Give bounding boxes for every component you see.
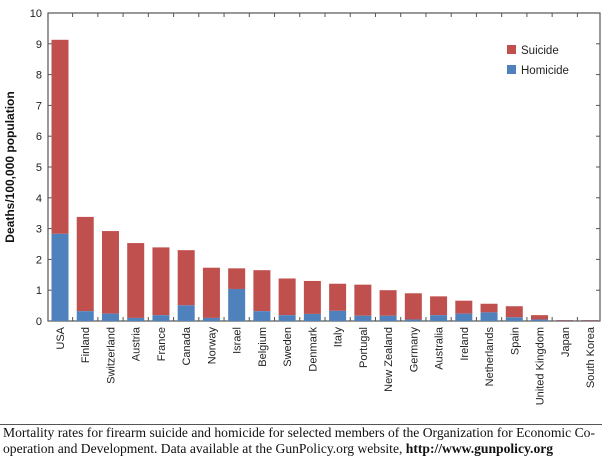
bar-homicide-norway [202,317,220,321]
bar-homicide-belgium [253,311,271,321]
bar-homicide-france [152,315,170,321]
x-tick-label: Finland [80,327,92,363]
bar-homicide-ireland [455,313,473,321]
y-tick-label: 1 [36,285,42,297]
bar-homicide-new-zealand [379,315,397,321]
bar-homicide-denmark [303,313,321,321]
bar-suicide-belgium [253,270,271,312]
y-tick-label: 10 [30,8,42,20]
x-tick-label: Netherlands [484,327,496,387]
x-tick-label: Italy [333,327,345,348]
x-tick-label: Belgium [257,327,269,367]
x-tick-label: Denmark [307,327,319,372]
x-tick-label: Germany [408,327,420,373]
y-tick-label: 4 [36,193,42,205]
x-tick-label: Portugal [358,327,370,368]
x-tick-label: France [156,327,168,361]
bar-homicide-united-kingdom [531,319,549,321]
y-tick-label: 6 [36,131,42,143]
x-tick-label: Japan [560,327,572,357]
bar-homicide-usa [51,233,69,321]
bar-suicide-canada [177,250,195,306]
bar-homicide-sweden [278,315,296,321]
bar-suicide-netherlands [480,303,498,313]
bar-homicide-switzerland [101,313,119,321]
y-tick-label: 9 [36,39,42,51]
bar-suicide-denmark [303,280,321,314]
bar-suicide-south-korea [581,320,599,321]
legend-label-homicide: Homicide [521,65,569,77]
bar-suicide-usa [51,39,69,234]
x-tick-label: South Korea [585,326,597,388]
bar-suicide-united-kingdom [531,315,549,320]
bar-suicide-austria [127,243,145,318]
x-tick-label: Austria [131,326,143,361]
stacked-bar-chart: 0 1 2 3 4 5 6 7 8 9 10 Deaths/100,000 population USA… [3,8,601,405]
x-tick-label: Australia [434,326,446,370]
y-tick-label: 5 [36,162,42,174]
x-tick-label: United Kingdom [535,327,547,405]
bar-homicide-canada [177,305,195,321]
bar-suicide-italy [329,283,347,311]
bar-suicide-finland [76,216,94,312]
caption-text: Mortality rates for firearm suicide and … [3,425,596,456]
y-axis-label: Deaths/100,000 population [3,91,17,242]
y-tick-label: 3 [36,224,42,236]
bar-homicide-italy [329,310,347,321]
bar-suicide-switzerland [101,231,119,314]
bar-homicide-finland [76,311,94,321]
legend-swatch-homicide [507,65,516,74]
bar-suicide-japan [556,320,574,321]
bar-homicide-australia [430,315,448,321]
bar-homicide-austria [127,317,145,321]
caption-divider [0,424,602,425]
x-tick-label: Norway [206,327,218,365]
x-tick-label: Sweden [282,327,294,367]
y-tick-label: 2 [36,254,42,266]
bar-suicide-israel [228,268,246,289]
x-tick-label: Israel [232,327,244,354]
bar-suicide-ireland [455,300,473,314]
bar-suicide-germany [404,293,422,320]
x-tick-label: Ireland [459,327,471,361]
bar-homicide-portugal [354,315,372,321]
bar-suicide-portugal [354,284,372,316]
x-tick-label: Spain [509,327,521,355]
bar-homicide-spain [505,317,523,321]
bar-homicide-netherlands [480,312,498,321]
legend-swatch-suicide [507,45,516,54]
bar-homicide-israel [228,288,246,321]
figure-caption: Mortality rates for firearm suicide and … [3,425,602,457]
x-tick-label: New Zealand [383,327,395,392]
bar-suicide-new-zealand [379,290,397,316]
x-tick-label: Canada [181,326,193,365]
y-tick-label: 7 [36,100,42,112]
x-tick-label: USA [55,326,67,349]
bar-suicide-france [152,247,170,316]
bar-suicide-spain [505,306,523,318]
legend-label-suicide: Suicide [521,45,559,57]
y-tick-label: 8 [36,70,42,82]
bar-suicide-norway [202,267,220,318]
bar-suicide-sweden [278,278,296,316]
bar-homicide-germany [404,319,422,321]
bar-suicide-australia [430,296,448,316]
caption-link[interactable]: http://www.gunpolicy.org [405,441,554,456]
y-tick-label: 0 [36,316,42,328]
x-tick-label: Switzerland [105,327,117,384]
